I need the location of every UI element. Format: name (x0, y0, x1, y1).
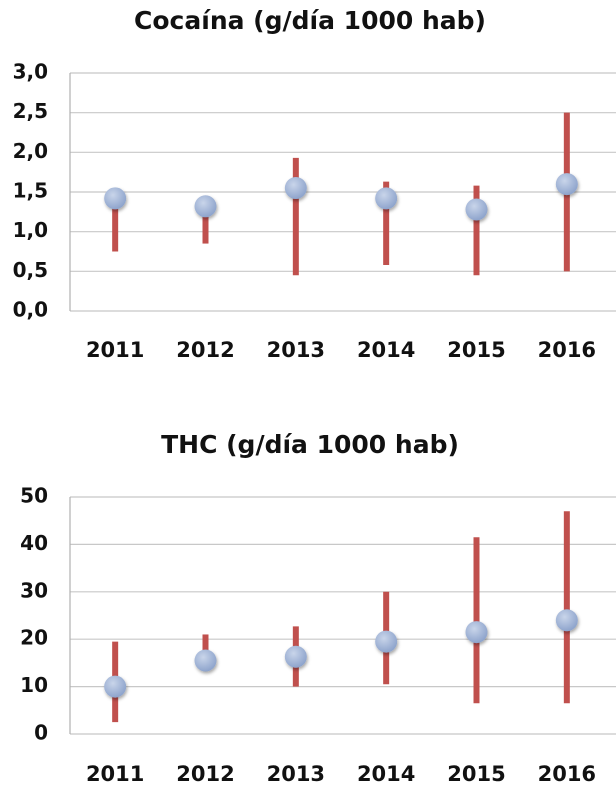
y-tick-label: 2,5 (13, 99, 48, 123)
x-tick-label: 2011 (86, 338, 144, 362)
point (375, 187, 398, 210)
x-tick-label: 2011 (86, 762, 144, 785)
y-tick-label: 2,0 (13, 139, 48, 163)
y-tick-label: 0 (34, 721, 48, 745)
point (465, 198, 488, 221)
x-tick-label: 2012 (176, 762, 234, 785)
y-tick-label: 3,0 (13, 60, 48, 84)
point (104, 187, 127, 210)
x-tick-label: 2015 (447, 762, 505, 785)
point (104, 675, 127, 698)
y-tick-label: 1,0 (13, 218, 48, 242)
y-tick-label: 10 (20, 673, 48, 697)
point (555, 173, 578, 196)
y-tick-label: 0,5 (13, 258, 48, 282)
point (194, 195, 217, 218)
y-tick-label: 0,0 (13, 298, 48, 322)
point (555, 609, 578, 632)
point (465, 621, 488, 644)
chart-title: THC (g/día 1000 hab) (161, 430, 459, 459)
x-tick-label: 2014 (357, 762, 415, 785)
y-tick-label: 40 (20, 531, 48, 555)
point (284, 645, 307, 668)
x-tick-label: 2015 (447, 338, 505, 362)
x-tick-label: 2012 (176, 338, 234, 362)
x-tick-label: 2014 (357, 338, 415, 362)
y-tick-label: 50 (20, 484, 48, 508)
y-tick-label: 20 (20, 626, 48, 650)
x-tick-label: 2013 (267, 338, 325, 362)
chart-title: Cocaína (g/día 1000 hab) (134, 6, 486, 35)
x-tick-label: 2013 (267, 762, 325, 785)
x-tick-label: 2016 (538, 338, 596, 362)
x-tick-label: 2016 (538, 762, 596, 785)
point (194, 649, 217, 672)
y-tick-label: 1,5 (13, 179, 48, 203)
point (375, 630, 398, 653)
y-tick-label: 30 (20, 578, 48, 602)
point (284, 177, 307, 200)
